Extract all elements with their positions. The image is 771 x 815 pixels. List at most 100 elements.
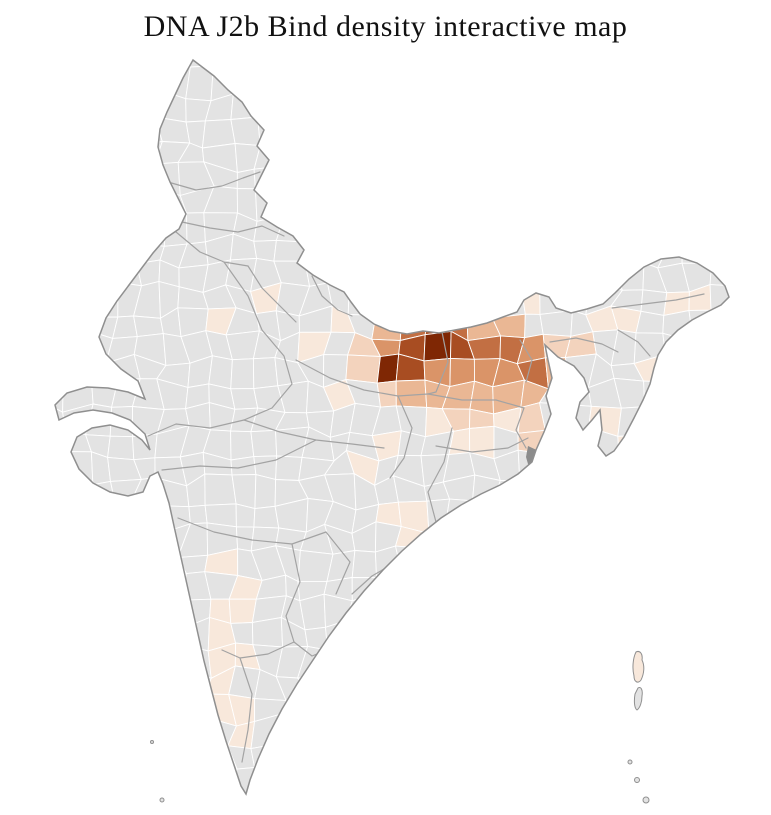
district-cell[interactable] bbox=[730, 431, 763, 457]
district-cell[interactable] bbox=[159, 719, 186, 749]
district-cell[interactable] bbox=[617, 406, 646, 437]
district-cell[interactable] bbox=[760, 618, 771, 651]
district-cell[interactable] bbox=[347, 287, 378, 316]
district-cell[interactable] bbox=[708, 502, 734, 534]
district-cell[interactable] bbox=[373, 593, 403, 620]
district-cell[interactable] bbox=[659, 435, 692, 453]
district-cell[interactable] bbox=[513, 210, 542, 247]
district-cell[interactable] bbox=[441, 137, 473, 167]
district-cell[interactable] bbox=[424, 307, 452, 336]
district-cell[interactable] bbox=[419, 211, 453, 247]
district-cell[interactable] bbox=[57, 788, 91, 815]
district-cell[interactable] bbox=[561, 550, 598, 582]
district-cell[interactable] bbox=[58, 570, 89, 601]
district-cell[interactable] bbox=[232, 64, 263, 95]
district-cell[interactable] bbox=[519, 762, 541, 798]
district-cell[interactable] bbox=[471, 95, 503, 125]
district-cell[interactable] bbox=[735, 766, 756, 797]
district-cell[interactable] bbox=[324, 676, 354, 698]
district-cell[interactable] bbox=[585, 478, 617, 503]
district-cell[interactable] bbox=[636, 521, 671, 549]
lakshadweep-island[interactable] bbox=[150, 740, 154, 744]
district-cell[interactable] bbox=[562, 692, 596, 722]
district-cell[interactable] bbox=[705, 70, 734, 102]
district-cell[interactable] bbox=[683, 691, 717, 716]
district-cell[interactable] bbox=[129, 116, 163, 147]
district-cell[interactable] bbox=[707, 594, 736, 623]
district-cell[interactable] bbox=[585, 46, 623, 74]
district-cell[interactable] bbox=[90, 90, 116, 126]
district-cell[interactable] bbox=[709, 522, 742, 558]
district-cell[interactable] bbox=[227, 49, 263, 77]
district-cell[interactable] bbox=[418, 617, 445, 655]
district-cell[interactable] bbox=[468, 761, 495, 793]
district-cell[interactable] bbox=[637, 94, 670, 125]
district-cell[interactable] bbox=[348, 258, 378, 295]
district-cell[interactable] bbox=[58, 66, 93, 103]
district-cell[interactable] bbox=[739, 746, 759, 770]
district-cell[interactable] bbox=[254, 474, 277, 510]
district-cell[interactable] bbox=[713, 211, 742, 241]
district-cell[interactable] bbox=[594, 641, 624, 676]
district-cell[interactable] bbox=[395, 211, 422, 247]
district-cell[interactable] bbox=[186, 212, 206, 245]
district-cell[interactable] bbox=[664, 53, 689, 68]
district-cell[interactable] bbox=[275, 138, 310, 170]
district-cell[interactable] bbox=[59, 139, 90, 170]
district-cell[interactable] bbox=[136, 191, 167, 216]
district-cell[interactable] bbox=[586, 161, 623, 199]
district-cell[interactable] bbox=[299, 164, 328, 190]
district-cell[interactable] bbox=[518, 524, 551, 557]
district-cell[interactable] bbox=[571, 426, 592, 461]
district-cell[interactable] bbox=[710, 745, 741, 773]
district-cell[interactable] bbox=[539, 256, 563, 294]
district-cell[interactable] bbox=[640, 403, 670, 437]
district-cell[interactable] bbox=[547, 94, 574, 125]
district-cell[interactable] bbox=[57, 594, 89, 630]
district-cell[interactable] bbox=[470, 693, 499, 724]
district-cell[interactable] bbox=[397, 617, 423, 655]
district-cell[interactable] bbox=[58, 44, 93, 74]
district-cell[interactable] bbox=[467, 266, 502, 290]
district-cell[interactable] bbox=[296, 676, 331, 696]
district-cell[interactable] bbox=[661, 644, 690, 678]
district-cell[interactable] bbox=[730, 502, 755, 527]
district-cell[interactable] bbox=[393, 92, 428, 127]
district-cell[interactable] bbox=[418, 593, 454, 619]
district-cell[interactable] bbox=[321, 786, 358, 815]
district-cell[interactable] bbox=[323, 164, 358, 191]
nicobar-island[interactable] bbox=[627, 759, 633, 765]
district-cell[interactable] bbox=[658, 713, 686, 749]
district-cell[interactable] bbox=[515, 738, 541, 770]
district-cell[interactable] bbox=[613, 478, 645, 505]
district-cell[interactable] bbox=[688, 767, 717, 795]
district-cell[interactable] bbox=[762, 669, 771, 698]
district-cell[interactable] bbox=[519, 92, 549, 126]
district-cell[interactable] bbox=[633, 743, 668, 771]
district-cell[interactable] bbox=[132, 576, 161, 598]
district-cell[interactable] bbox=[273, 239, 307, 262]
district-cell[interactable] bbox=[108, 665, 142, 699]
district-cell[interactable] bbox=[730, 71, 759, 102]
district-cell[interactable] bbox=[756, 797, 771, 815]
district-cell[interactable] bbox=[757, 42, 771, 72]
district-cell[interactable] bbox=[755, 477, 771, 504]
district-cell[interactable] bbox=[350, 44, 380, 72]
district-cell[interactable] bbox=[35, 234, 68, 270]
district-cell[interactable] bbox=[759, 114, 771, 142]
district-cell[interactable] bbox=[62, 526, 95, 554]
district-cell[interactable] bbox=[518, 646, 546, 671]
district-cell[interactable] bbox=[253, 166, 277, 190]
district-cell[interactable] bbox=[129, 498, 163, 535]
district-cell[interactable] bbox=[659, 451, 692, 479]
district-cell[interactable] bbox=[57, 690, 87, 723]
district-cell[interactable] bbox=[298, 767, 332, 799]
district-cell[interactable] bbox=[731, 341, 766, 367]
district-cell[interactable] bbox=[520, 256, 548, 294]
district-cell[interactable] bbox=[448, 215, 473, 245]
district-cell[interactable] bbox=[542, 531, 566, 558]
district-cell[interactable] bbox=[689, 99, 711, 126]
district-cell[interactable] bbox=[731, 190, 761, 211]
district-cell[interactable] bbox=[612, 70, 641, 100]
district-cell[interactable] bbox=[67, 185, 91, 222]
